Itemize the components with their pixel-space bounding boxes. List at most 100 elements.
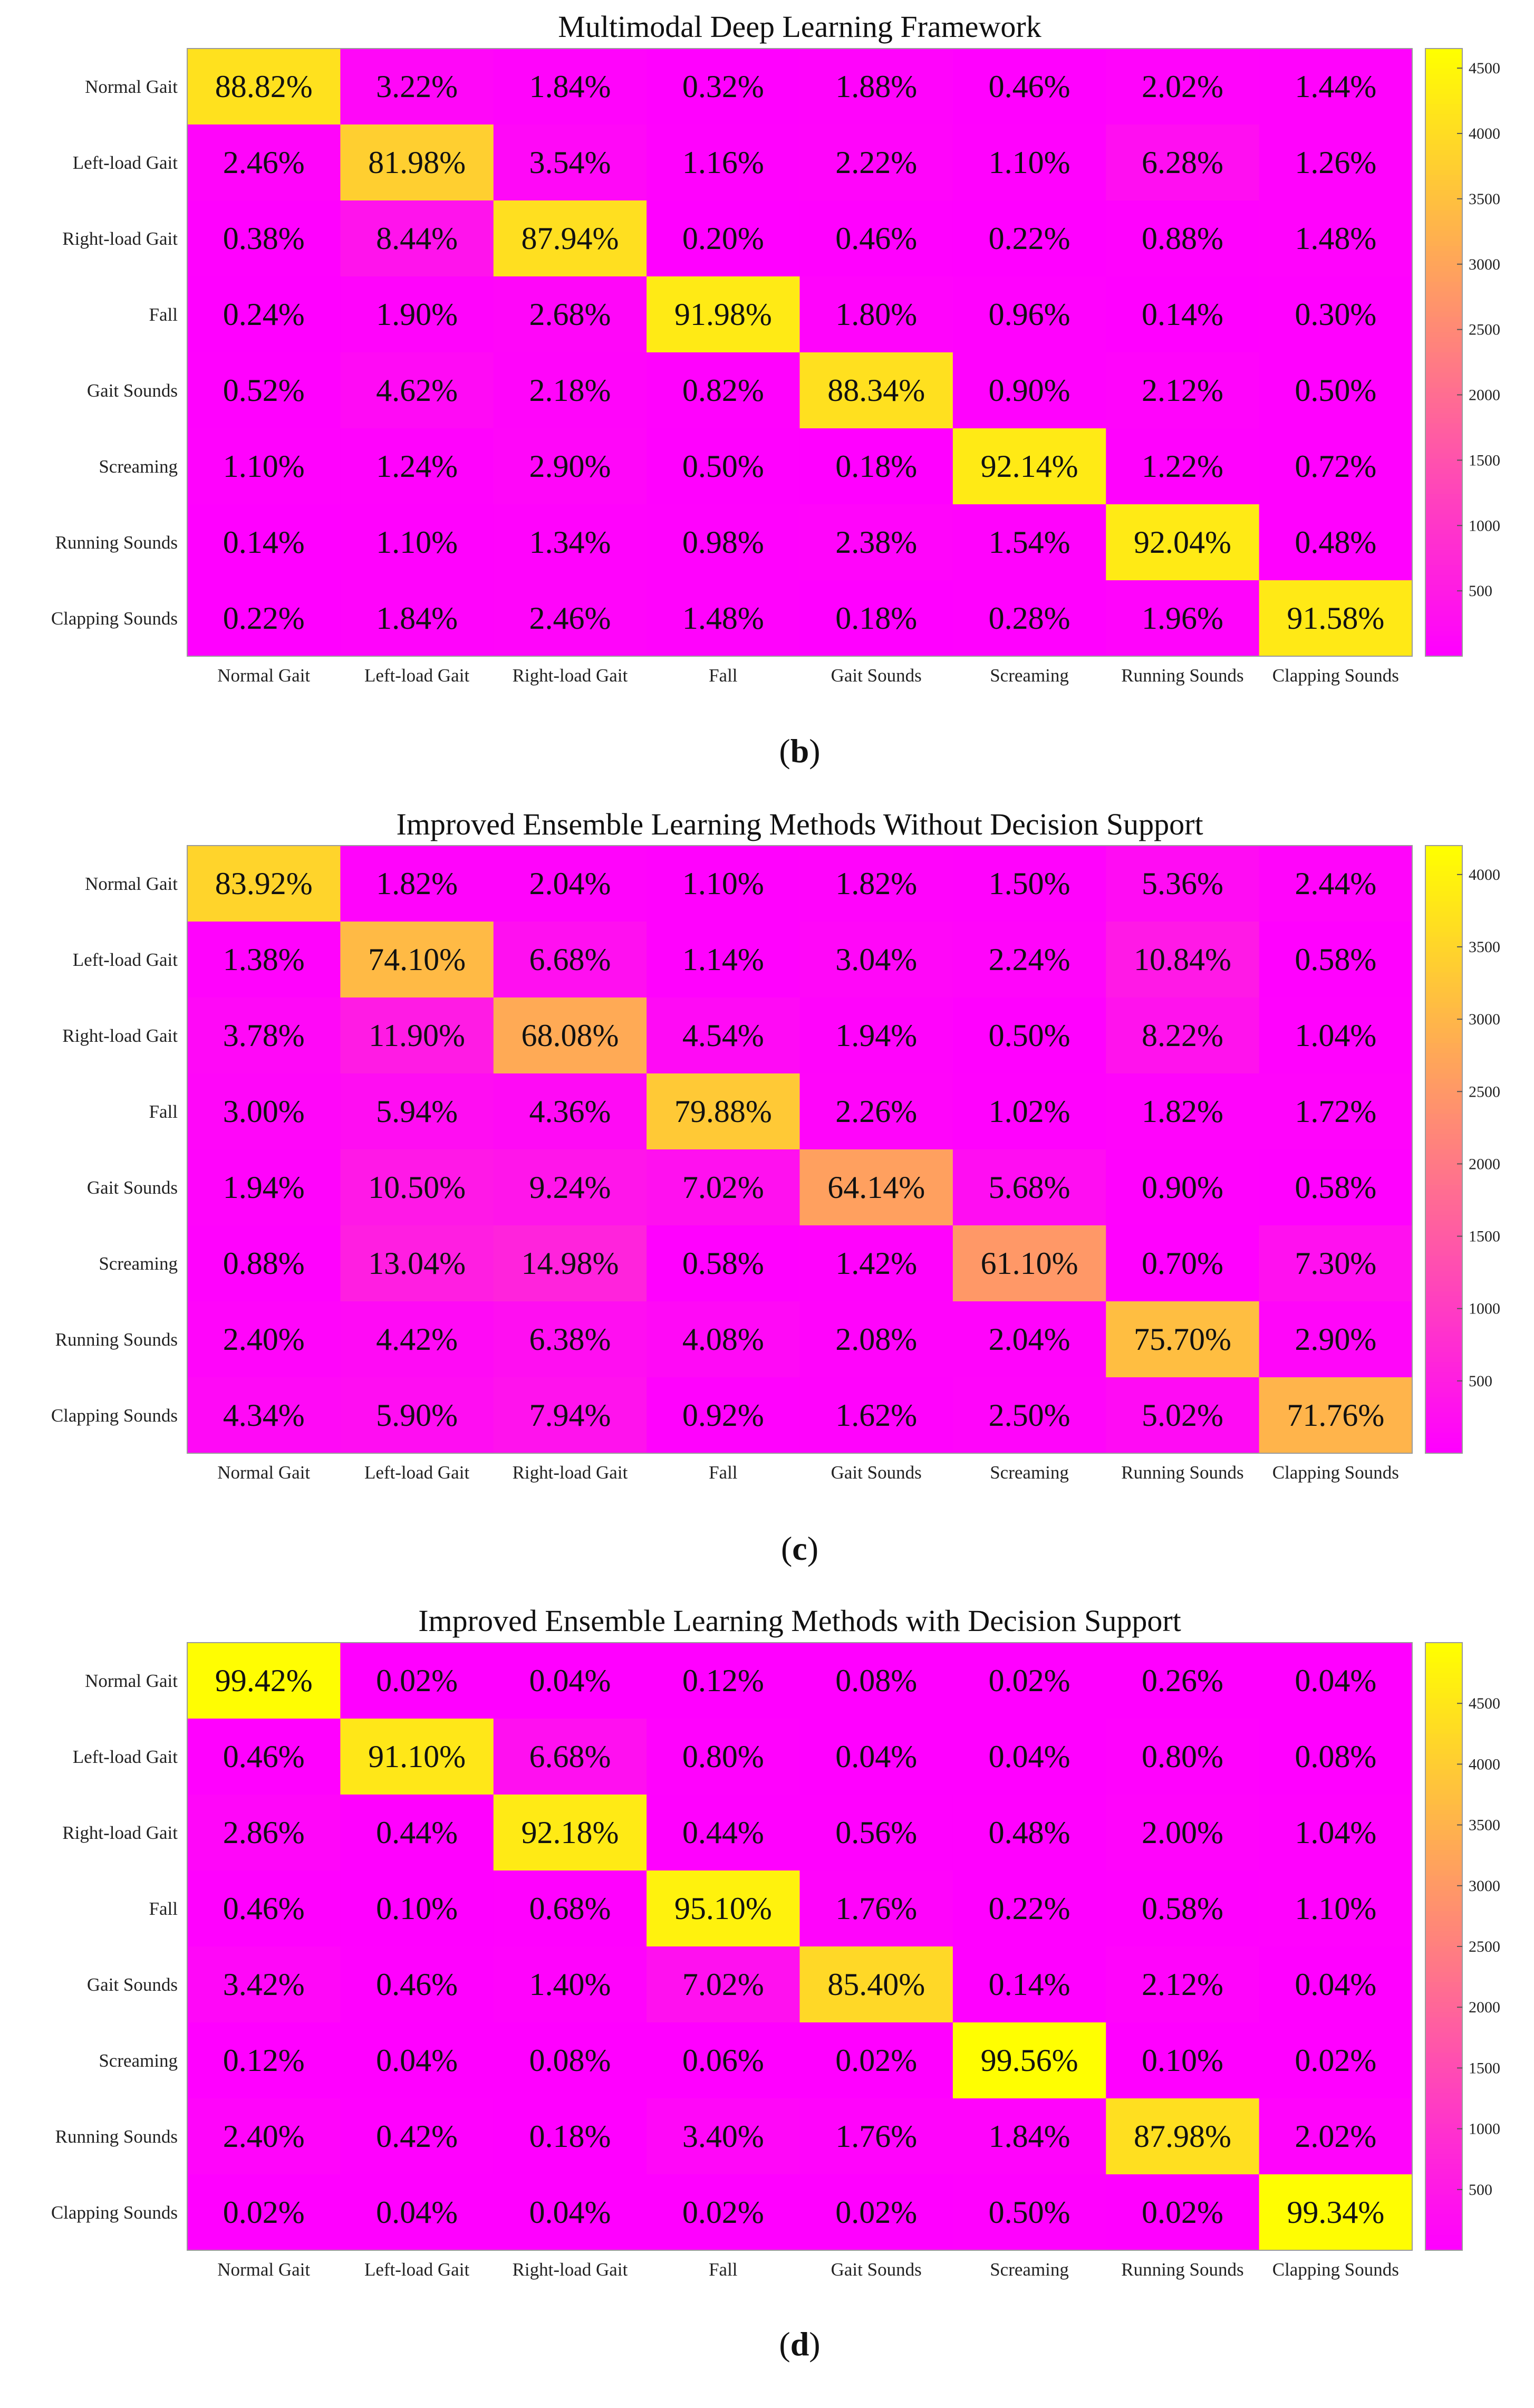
colorbar-tick-label: 3000 xyxy=(1469,1877,1500,1895)
cell-value-label: 1.26% xyxy=(1295,145,1376,180)
colorbar-segment xyxy=(1425,1678,1462,1684)
colorbar-segment xyxy=(1425,1668,1462,1674)
y-tick-label: Normal Gait xyxy=(85,874,178,894)
heatmap-cell xyxy=(1259,428,1413,505)
heatmap-cell xyxy=(647,2098,800,2175)
heatmap-panel-b: Multimodal Deep Learning Framework 88.82%… xyxy=(51,9,1500,770)
colorbar-segment xyxy=(1425,575,1462,581)
cell-value-label: 4.54% xyxy=(682,1018,764,1053)
cell-value-label: 3.40% xyxy=(682,2119,764,2154)
heatmap-cell xyxy=(187,1149,341,1226)
cell-value-label: 0.04% xyxy=(376,2043,458,2078)
colorbar-tick-label: 1500 xyxy=(1469,1228,1500,1245)
heatmap-cell xyxy=(799,1946,953,2023)
colorbar-segment xyxy=(1425,220,1462,226)
heatmap-cell xyxy=(340,2174,494,2251)
cell-value-label: 0.44% xyxy=(682,1815,764,1850)
colorbar-segment xyxy=(1425,2149,1462,2155)
colorbar-segment xyxy=(1425,1240,1462,1246)
panel-label: (d) xyxy=(779,2325,820,2363)
colorbar-tick-label: 3500 xyxy=(1469,1817,1500,1834)
cell-value-label: 0.20% xyxy=(682,221,764,256)
colorbar-segment xyxy=(1425,560,1462,566)
cell-value-label: 5.94% xyxy=(376,1094,458,1129)
colorbar-segment xyxy=(1425,957,1462,963)
colorbar-segment xyxy=(1425,2062,1462,2069)
heatmap-cell xyxy=(952,428,1106,505)
colorbar-segment xyxy=(1425,891,1462,897)
colorbar-segment xyxy=(1425,1972,1462,1978)
heatmap-cell xyxy=(647,1377,800,1454)
cell-value-label: 2.18% xyxy=(529,373,611,408)
cell-value-label: 0.72% xyxy=(1295,449,1376,484)
cell-value-label: 0.30% xyxy=(1295,297,1376,332)
y-tick-label: Screaming xyxy=(99,2050,178,2071)
heatmap-cell xyxy=(187,1225,341,1302)
colorbar-segment xyxy=(1425,2058,1462,2064)
y-tick-label: Normal Gait xyxy=(85,76,178,97)
cell-value-label: 1.82% xyxy=(1142,1094,1223,1129)
heatmap-cell xyxy=(1106,352,1260,429)
heatmap-cell xyxy=(340,49,494,125)
colorbar-segment xyxy=(1425,63,1462,70)
colorbar-segment xyxy=(1425,175,1462,181)
colorbar-segment xyxy=(1425,947,1462,953)
colorbar-segment xyxy=(1425,2093,1462,2099)
colorbar-tick-label: 1000 xyxy=(1469,1300,1500,1318)
colorbar-segment xyxy=(1425,1966,1462,1972)
colorbar-segment xyxy=(1425,454,1462,459)
colorbar-segment xyxy=(1425,595,1462,601)
cell-value-label: 3.78% xyxy=(223,1018,305,1053)
cell-value-label: 0.18% xyxy=(529,2119,611,2154)
colorbar-segment xyxy=(1425,291,1462,298)
colorbar-segment xyxy=(1425,1977,1462,1983)
colorbar-tick-label: 2500 xyxy=(1469,321,1500,339)
axes-frame xyxy=(187,1642,1413,2251)
heatmap-cell xyxy=(493,1377,647,1454)
colorbar-segment xyxy=(1425,1114,1462,1120)
colorbar-segment xyxy=(1425,555,1462,561)
colorbar-segment xyxy=(1425,1764,1462,1770)
heatmap-cell xyxy=(647,1225,800,1302)
colorbar-segment xyxy=(1425,1321,1462,1327)
cell-value-label: 0.42% xyxy=(376,2119,458,2154)
colorbar-segment xyxy=(1425,443,1462,449)
cell-value-label: 1.82% xyxy=(835,866,917,901)
heatmap-cell xyxy=(1106,1870,1260,1947)
colorbar-segment xyxy=(1425,135,1462,140)
colorbar-segment xyxy=(1425,1840,1462,1846)
colorbar-segment xyxy=(1425,1088,1462,1095)
heatmap-cell xyxy=(1106,49,1260,125)
colorbar-tick-label: 1000 xyxy=(1469,517,1500,534)
colorbar-frame xyxy=(1425,48,1463,657)
heatmap-cell xyxy=(187,997,341,1074)
colorbar-segment xyxy=(1425,1916,1462,1922)
colorbar-segment xyxy=(1425,1820,1462,1826)
cell-value-label: 1.80% xyxy=(835,297,917,332)
cell-value-label: 0.02% xyxy=(835,2195,917,2230)
x-tick-label: Clapping Sounds xyxy=(1272,1462,1399,1483)
colorbar-tick-label: 3500 xyxy=(1469,190,1500,208)
y-tick-label: Gait Sounds xyxy=(87,1974,178,1995)
heatmap-cell xyxy=(1259,276,1413,353)
heatmap-cell xyxy=(187,1795,341,1871)
colorbar-segment xyxy=(1425,231,1462,237)
cell-value-label: 0.22% xyxy=(223,601,305,636)
heatmap-cell xyxy=(187,200,341,277)
colorbar-segment xyxy=(1425,1175,1462,1181)
colorbar-tick-label: 4000 xyxy=(1469,125,1500,142)
colorbar-segment xyxy=(1425,2230,1462,2236)
heatmap-cell xyxy=(493,580,647,657)
cell-value-label: 0.04% xyxy=(835,1739,917,1774)
heatmap-cell xyxy=(1106,846,1260,922)
heatmap-cell xyxy=(647,1643,800,1719)
heatmap-cell xyxy=(493,1301,647,1378)
colorbar-segment xyxy=(1425,1149,1462,1155)
cell-value-label: 3.00% xyxy=(223,1094,305,1129)
colorbar-segment xyxy=(1425,281,1462,287)
colorbar-segment xyxy=(1425,1205,1462,1211)
colorbar-segment xyxy=(1425,1946,1462,1952)
cell-value-label: 2.38% xyxy=(835,525,917,560)
colorbar-segment xyxy=(1425,79,1462,85)
colorbar-segment xyxy=(1425,1023,1462,1029)
